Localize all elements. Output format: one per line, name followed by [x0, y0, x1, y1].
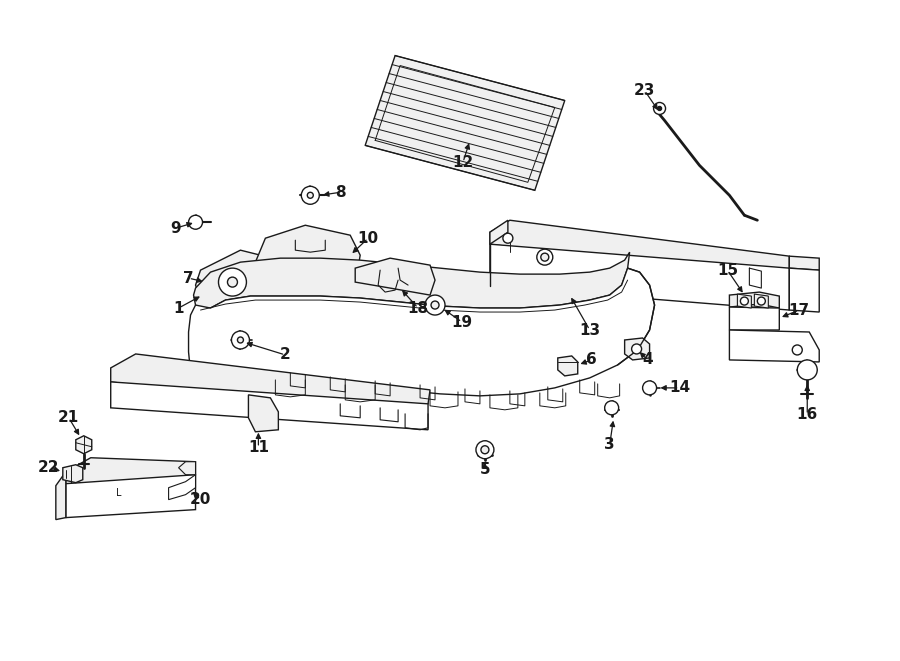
Text: 23: 23: [634, 83, 655, 98]
Circle shape: [238, 337, 243, 343]
Circle shape: [503, 233, 513, 243]
Text: 16: 16: [796, 407, 818, 422]
Text: 5: 5: [480, 462, 491, 477]
Circle shape: [219, 268, 247, 296]
Polygon shape: [625, 338, 650, 360]
Polygon shape: [789, 256, 819, 270]
Polygon shape: [66, 457, 195, 488]
Polygon shape: [66, 475, 195, 518]
Polygon shape: [754, 294, 769, 308]
Circle shape: [189, 215, 202, 229]
Circle shape: [481, 446, 489, 453]
Polygon shape: [789, 268, 819, 312]
Circle shape: [653, 102, 665, 114]
Text: 1: 1: [174, 301, 184, 315]
Text: 18: 18: [408, 301, 428, 315]
Text: 15: 15: [717, 262, 738, 278]
Polygon shape: [178, 462, 195, 475]
Circle shape: [231, 331, 249, 349]
Circle shape: [228, 277, 238, 287]
Text: 7: 7: [184, 270, 194, 286]
Polygon shape: [729, 292, 779, 308]
Text: 2: 2: [280, 348, 291, 362]
Polygon shape: [111, 354, 430, 418]
Text: 4: 4: [643, 352, 652, 368]
Polygon shape: [490, 220, 789, 280]
Polygon shape: [195, 250, 285, 310]
Polygon shape: [76, 436, 92, 453]
Text: 22: 22: [38, 460, 59, 475]
Text: 20: 20: [190, 492, 212, 507]
Text: 12: 12: [453, 155, 473, 170]
Polygon shape: [729, 330, 819, 362]
Polygon shape: [194, 252, 630, 316]
Circle shape: [643, 381, 657, 395]
Circle shape: [431, 301, 439, 309]
Circle shape: [758, 297, 765, 305]
Text: 21: 21: [58, 410, 79, 425]
Circle shape: [797, 360, 817, 380]
Text: 6: 6: [586, 352, 597, 368]
Text: 10: 10: [357, 231, 379, 246]
Polygon shape: [111, 382, 428, 430]
Text: 13: 13: [579, 323, 600, 338]
Text: 14: 14: [669, 380, 690, 395]
Polygon shape: [63, 465, 83, 483]
Text: 19: 19: [452, 315, 472, 330]
Text: 3: 3: [605, 438, 615, 452]
Circle shape: [541, 253, 549, 261]
Circle shape: [536, 249, 553, 265]
Circle shape: [632, 344, 642, 354]
Polygon shape: [248, 395, 278, 432]
Text: 11: 11: [248, 440, 269, 455]
Polygon shape: [490, 220, 508, 244]
Polygon shape: [365, 56, 565, 190]
Circle shape: [741, 297, 749, 305]
Circle shape: [792, 345, 802, 355]
Text: L: L: [116, 488, 122, 498]
Polygon shape: [729, 307, 779, 330]
Circle shape: [605, 401, 618, 415]
Polygon shape: [356, 258, 435, 295]
Text: 9: 9: [170, 221, 181, 236]
Circle shape: [307, 192, 313, 198]
Text: 17: 17: [788, 303, 810, 317]
Polygon shape: [168, 475, 195, 500]
Polygon shape: [189, 268, 654, 400]
Circle shape: [425, 295, 445, 315]
Text: 8: 8: [335, 185, 346, 200]
Circle shape: [658, 106, 662, 110]
Polygon shape: [256, 225, 360, 295]
Circle shape: [302, 186, 319, 204]
Polygon shape: [490, 244, 789, 310]
Circle shape: [476, 441, 494, 459]
Polygon shape: [558, 356, 578, 376]
Polygon shape: [737, 294, 751, 308]
Polygon shape: [56, 472, 66, 520]
